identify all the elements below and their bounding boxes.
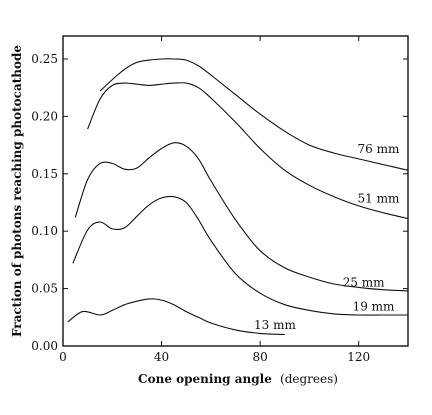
y-tick-label: 0.25 [31,52,58,66]
series-label-51-mm: 51 mm [358,191,400,205]
series-line-13-mm [67,298,285,336]
series-line-51-mm [87,82,409,220]
x-tick-label: 0 [59,350,67,364]
series-label-13-mm: 13 mm [254,318,296,332]
x-axis-label: Cone opening angle (degrees) [138,372,338,386]
y-tick-label: 0.20 [31,109,58,123]
y-axis-label: Fraction of photons reaching photocathod… [10,45,24,337]
series-label-76-mm: 76 mm [358,142,400,156]
plot-frame [62,35,409,347]
series-line-76-mm [99,58,409,171]
x-tick-label: 120 [347,350,370,364]
series-line-25-mm [74,142,409,292]
y-tick-label: 0.15 [31,167,58,181]
series-label-25-mm: 25 mm [343,275,385,289]
x-axis-label-text: Cone opening angle [138,372,272,386]
series-labels: 76 mm 51 mm 25 mm 19 mm 13 mm [254,142,400,332]
series-line-19-mm [72,195,408,316]
tick-labels: 0 40 80 120 0.00 0.05 0.10 0.15 0.20 0.25 [31,52,370,364]
x-axis-unit: (degrees) [280,372,338,386]
y-tick-label: 0.05 [31,282,58,296]
series-lines [67,58,409,336]
y-tick-label: 0.00 [31,339,58,353]
y-tick-label: 0.10 [31,224,58,238]
series-label-19-mm: 19 mm [353,299,395,313]
x-tick-label: 40 [154,350,169,364]
x-tick-label: 80 [253,350,268,364]
axis-ticks [62,36,408,347]
